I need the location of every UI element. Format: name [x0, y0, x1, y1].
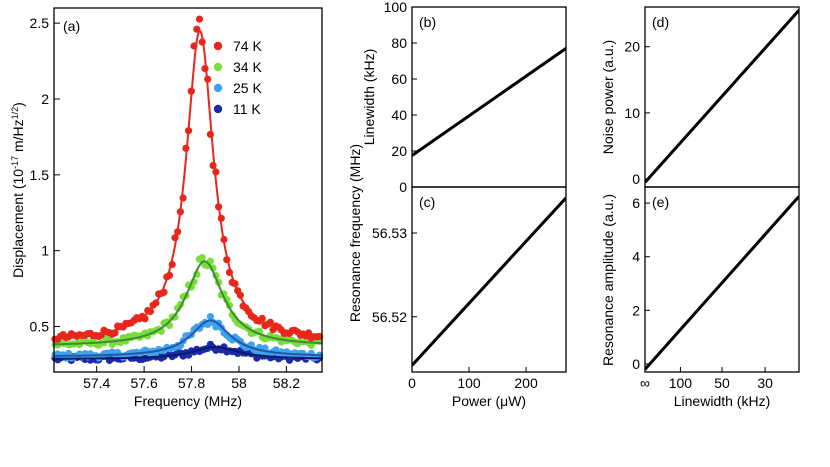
panel-c-frame — [411, 186, 567, 373]
x-tick-label-a: 57.8 — [178, 375, 205, 391]
x-tick-label-c: 100 — [457, 375, 481, 391]
y-axis-label-part: ) — [10, 102, 26, 107]
y-tick-label-a: 0.5 — [30, 319, 50, 335]
panel-label-e: (e) — [652, 194, 669, 210]
y-tick-label-a: 2.5 — [30, 15, 50, 31]
x-axis-label-e: Linewidth (kHz) — [674, 393, 770, 409]
panel-b-frame — [411, 6, 567, 188]
y-tick-label-a: 1.5 — [30, 167, 50, 183]
data-point — [171, 313, 179, 321]
x-tick-label-a: 58 — [231, 375, 247, 391]
legend-marker — [213, 83, 223, 93]
fit-curve — [53, 29, 323, 339]
x-axis-label-c: Power (μW) — [452, 393, 526, 409]
y-tick-label-b: 20 — [391, 143, 407, 159]
fit-curve — [53, 260, 322, 346]
panel-label-b: (b) — [419, 14, 436, 30]
panel-label-d: (d) — [652, 14, 669, 30]
x-tick-label-a: 57.6 — [130, 375, 157, 391]
y-tick-label-d: 10 — [624, 105, 640, 121]
legend-marker — [213, 104, 223, 114]
fit-line-d — [645, 9, 799, 184]
y-tick-label-b: 100 — [384, 0, 408, 15]
y-tick-label-c: 56.53 — [372, 225, 407, 241]
y-tick-label-e: 0 — [632, 356, 640, 372]
x-axis-label-a: Frequency (MHz) — [134, 393, 242, 409]
legend-label: 34 K — [233, 59, 262, 75]
data-point — [198, 254, 206, 262]
y-tick-label-a: 2 — [41, 91, 49, 107]
y-tick-label-d: 0 — [632, 171, 640, 187]
y-tick-label-e: 6 — [632, 195, 640, 211]
y-tick-label-d: 20 — [624, 39, 640, 55]
fit-curve — [54, 346, 322, 360]
legend-label: 25 K — [233, 80, 262, 96]
y-axis-label-a: Displacement (10-17 m/Hz1/2) — [10, 102, 26, 278]
y-axis-label-b: Linewidth (kHz) — [361, 49, 377, 145]
legend-marker — [213, 62, 223, 72]
y-tick-label-b: 40 — [391, 107, 407, 123]
y-axis-label-part: Displacement (10 — [10, 169, 26, 278]
y-axis-label-c: Resonance frequency (MHz) — [347, 144, 363, 322]
panel-label-a: (a) — [63, 18, 80, 34]
y-tick-label-e: 2 — [632, 302, 640, 318]
y-axis-label-superscript: -17 — [10, 156, 20, 169]
y-axis-label-e: Resonance amplitude (a.u.) — [600, 194, 616, 366]
fit-line-b — [412, 47, 566, 157]
fit-curve — [54, 319, 323, 357]
y-tick-label-b: 0 — [399, 179, 407, 195]
x-tick-label-c: 0 — [408, 375, 416, 391]
y-axis-label-part: m/Hz — [10, 119, 26, 156]
data-point — [195, 15, 204, 23]
x-tick-label-e: 100 — [669, 375, 693, 391]
x-tick-label-e: 30 — [757, 375, 773, 391]
x-tick-label-c: 200 — [514, 375, 538, 391]
x-tick-label-a: 58.2 — [273, 375, 300, 391]
y-tick-label-a: 1 — [41, 243, 49, 259]
y-tick-label-b: 80 — [391, 35, 407, 51]
panel-label-c: (c) — [419, 194, 435, 210]
y-axis-label-superscript: 1/2 — [10, 107, 20, 120]
y-tick-label-b: 60 — [391, 71, 407, 87]
y-axis-label-d: Noise power (a.u.) — [600, 40, 616, 154]
x-tick-label-e: 50 — [714, 375, 730, 391]
y-tick-label-c: 56.52 — [372, 309, 407, 325]
y-tick-label-e: 4 — [632, 249, 640, 265]
x-tick-label-a: 57.4 — [83, 375, 110, 391]
legend-marker — [213, 41, 223, 51]
data-point — [206, 313, 214, 321]
panel-a-frame — [53, 7, 323, 373]
x-tick-label-e: ∞ — [640, 375, 650, 391]
legend-label: 11 K — [233, 101, 261, 117]
fit-line-e — [645, 195, 799, 371]
fit-line-c — [412, 196, 566, 367]
legend-label: 74 K — [233, 38, 262, 54]
